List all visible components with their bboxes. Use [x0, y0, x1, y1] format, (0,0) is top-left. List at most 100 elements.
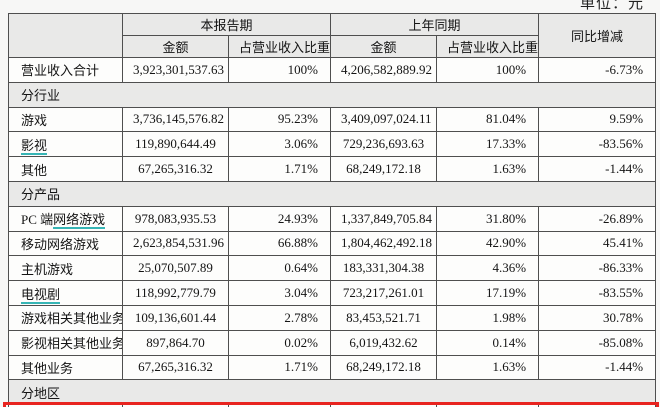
pct-header-prior: 占营业收入比重	[436, 35, 540, 58]
table-row: 其他业务 67,265,316.32 1.71% 68,249,172.18 1.63%…	[8, 354, 657, 381]
yoy-change: -6.73%	[538, 57, 657, 83]
table-row: 移动网络游戏 2,623,854,531.96 66.88% 1,804,462,49…	[8, 230, 657, 257]
term-link[interactable]: 电视剧	[21, 286, 61, 304]
row-label: PC 端网络游戏	[8, 205, 123, 232]
yoy-change: 45.41%	[538, 230, 657, 257]
yoy-change: 2.35%	[538, 404, 657, 407]
amount-prior: 729,236,693.63	[330, 131, 438, 158]
term-link[interactable]: 网络游戏	[53, 212, 106, 230]
amount-current: 3,736,145,576.82	[122, 106, 229, 133]
pct-prior: 81.04%	[436, 106, 540, 133]
amount-current: 109,136,601.44	[122, 304, 229, 331]
table-row: 影视相关其他业务 897,864.70 0.02% 6,019,432.62 0.14%…	[8, 329, 657, 356]
pct-prior: 1.63%	[436, 156, 540, 182]
current-period-header: 本报告期	[121, 13, 332, 36]
table-row: 电视剧 118,992,779.79 3.04% 723,217,261.01 17.1…	[8, 280, 657, 306]
pct-current: 3.04%	[227, 280, 332, 306]
term-link[interactable]: 影视	[21, 137, 48, 155]
yoy-change: -1.44%	[538, 156, 657, 182]
table-row: 其他 67,265,316.32 1.71% 68,249,172.18 1.63% -1…	[8, 156, 657, 182]
label-text: PC 端	[21, 212, 54, 228]
section-label-text: 分行业	[21, 88, 61, 104]
yoy-change: -1.44%	[538, 354, 657, 381]
label-text: 营业收入合计	[21, 63, 100, 79]
amount-current: 118,992,779.79	[122, 280, 229, 306]
section-row: 分产品	[7, 180, 657, 207]
amount-prior: 6,019,432.62	[330, 329, 438, 356]
pct-prior: 1.98%	[436, 304, 540, 331]
section-label: 分产品	[7, 180, 657, 207]
amount-prior: 1,804,462,492.18	[330, 230, 438, 257]
amount-prior: 723,217,261.01	[330, 280, 438, 306]
row-label: 移动网络游戏	[8, 230, 123, 257]
pct-current: 24.93%	[227, 205, 332, 232]
amount-header-current: 金额	[122, 35, 229, 58]
row-label: 游戏	[8, 106, 123, 133]
pct-prior: 4.36%	[436, 255, 540, 282]
table-row: 营业收入合计 3,923,301,537.63 100% 4,206,582,889.…	[8, 57, 657, 83]
pct-current: 0.02%	[227, 329, 332, 356]
pct-prior: 17.33%	[436, 131, 540, 158]
corner-cell	[8, 13, 123, 58]
amount-prior: 68,249,172.18	[330, 156, 438, 182]
pct-current: 1.71%	[227, 156, 332, 182]
pct-prior: 100%	[436, 57, 540, 83]
section-row: 分行业	[7, 81, 657, 108]
pct-current: 0.64%	[227, 255, 332, 282]
pct-prior: 1.63%	[436, 354, 540, 381]
amount-prior: 68,249,172.18	[330, 354, 438, 381]
table-row: 影视 119,890,644.49 3.06% 729,236,693.63 17.33…	[8, 131, 657, 158]
section-label: 分行业	[7, 81, 657, 108]
unit-label: 单位：元	[579, 0, 644, 12]
label-text: 游戏	[21, 112, 48, 128]
table-row: 游戏相关其他业务 109,136,601.44 2.78% 83,453,521.71…	[8, 304, 657, 331]
amount-current: 2,623,854,531.96	[122, 230, 229, 257]
section-label: 分地区	[7, 379, 657, 406]
table-row: 游戏 3,736,145,576.82 95.23% 3,409,097,024.11…	[8, 106, 657, 133]
label-text: 移动网络游戏	[21, 236, 100, 252]
pct-prior: 0.14%	[436, 329, 540, 356]
amount-current: 25,070,507.89	[122, 255, 229, 282]
table-header: 本报告期 上年同期 同比增减 金额 占营业收入比重 金额 占营业收入比重	[8, 13, 657, 58]
amount-header-prior: 金额	[330, 35, 438, 58]
amount-current: 3,923,301,537.63	[122, 57, 229, 83]
row-label: 电视剧	[8, 280, 123, 306]
section-label-text: 分地区	[21, 385, 61, 401]
yoy-change: 9.59%	[538, 106, 657, 133]
table-row: 主机游戏 25,070,507.89 0.64% 183,331,304.38 4.36…	[8, 255, 657, 282]
label-text: 影视相关其他业务	[21, 336, 123, 352]
row-label: 主机游戏	[8, 255, 123, 282]
pct-current: 66.88%	[227, 230, 332, 257]
table-row: 境内3,650,600,074.1093.05%3,566,926,153.11…	[8, 404, 657, 407]
yoy-header: 同比增减	[538, 13, 657, 58]
table-row: PC 端网络游戏 978,083,935.53 24.93% 1,337,849,70…	[8, 205, 657, 232]
label-text: 游戏相关其他业务	[21, 311, 123, 327]
row-label: 其他业务	[8, 354, 123, 381]
pct-current: 2.78%	[227, 304, 332, 331]
pct-current: 3.06%	[227, 131, 332, 158]
revenue-breakdown-table: 本报告期 上年同期 同比增减 金额 占营业收入比重 金额 占营业收入比重 营业收…	[7, 13, 657, 407]
amount-current: 897,864.70	[122, 329, 229, 356]
label-text: 其他业务	[21, 360, 74, 376]
amount-current: 67,265,316.32	[122, 354, 229, 381]
pct-prior: 31.80%	[436, 205, 540, 232]
amount-current: 67,265,316.32	[122, 156, 229, 182]
pct-prior: 84.79%	[436, 404, 540, 407]
yoy-change: -26.89%	[538, 205, 657, 232]
pct-current: 93.05%	[227, 404, 332, 407]
pct-prior: 17.19%	[436, 280, 540, 306]
pct-prior: 42.90%	[436, 230, 540, 257]
row-label: 营业收入合计	[8, 57, 123, 83]
amount-prior: 183,331,304.38	[330, 255, 438, 282]
pct-header-current: 占营业收入比重	[227, 35, 332, 58]
amount-prior: 4,206,582,889.92	[330, 57, 438, 83]
prior-period-header: 上年同期	[330, 13, 540, 36]
pct-current: 1.71%	[227, 354, 332, 381]
label-text: 其他	[21, 162, 48, 178]
amount-prior: 3,409,097,024.11	[330, 106, 438, 133]
row-label: 影视相关其他业务	[8, 329, 123, 356]
section-row: 分地区	[7, 379, 657, 406]
amount-current: 119,890,644.49	[122, 131, 229, 158]
yoy-change: -83.55%	[538, 280, 657, 306]
